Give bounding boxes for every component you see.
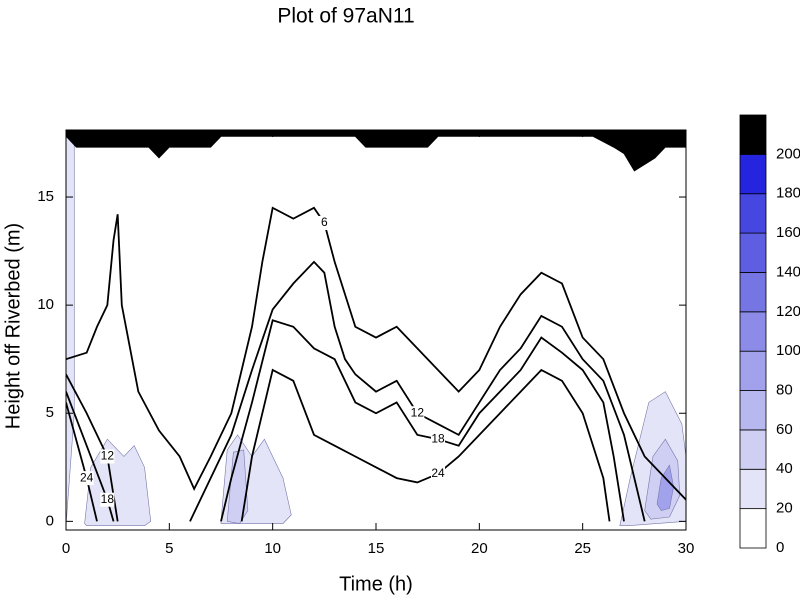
y-tick-label: 0 [46,512,54,529]
x-tick-label: 25 [574,540,591,557]
contour-label-bg [431,466,445,481]
x-tick-label: 10 [264,540,281,557]
contour-line [66,319,625,522]
colorbar-tick-label: 180 [776,185,800,202]
colorbar-tick-label: 200 [776,145,800,162]
contour-label: 24 [80,470,94,484]
colorbar-tick-label: 40 [776,460,793,477]
y-tick-label: 10 [37,296,54,313]
colorbar-tick-label: 80 [776,382,793,399]
colorbar-box [739,272,767,313]
colorbar-box [739,193,767,234]
y-tick-label: 15 [37,188,54,205]
contour-label: 18 [101,492,115,506]
colorbar-tick-label: 120 [776,303,800,320]
colorbar-tick-label: 140 [776,263,800,280]
colorbar-box [739,232,767,273]
y-tick-label: 5 [46,404,54,421]
x-tick-label: 20 [471,540,488,557]
contour-label-bg [410,406,425,421]
x-tick-label: 5 [165,540,173,557]
colorbar-box [739,390,767,431]
colorbar-tick-label: 0 [776,539,784,556]
colorbar-box [739,153,767,195]
filled-region [66,131,75,526]
contour-label-bg [100,492,115,507]
filled-region [66,130,686,172]
contour-label-bg [317,215,332,230]
contour-label: 12 [101,449,115,463]
plot-frame [65,129,687,531]
colorbar-tick-label: 100 [776,342,800,359]
contour-line [66,260,646,522]
y-axis-label: Height off Riverbed (m) [2,223,24,429]
filled-region [226,449,249,524]
contour-label: 6 [321,215,328,229]
contour-label-bg [79,471,94,486]
colorbar-box [739,508,767,549]
contour-label-bg [431,432,445,447]
contour-label: 24 [431,466,445,480]
x-tick-label: 30 [678,540,695,557]
colorbar-box [739,429,767,470]
contour-label: 18 [431,431,445,445]
chart-title: Plot of 97aN11 [277,5,414,28]
contour-line [66,206,686,501]
colorbar-box [739,468,767,510]
colorbar-tick-label: 160 [776,224,800,241]
colorbar-box [739,114,767,155]
colorbar-tick-label: 20 [776,500,793,517]
colorbar-tick-label: 60 [776,421,793,438]
x-tick-label: 15 [368,540,385,557]
contour-label: 12 [411,405,425,419]
x-axis-label: Time (h) [339,573,413,595]
plot-area: 6 12 12 18 18 24 24 [66,130,686,526]
colorbar-box [739,350,767,391]
colorbar-box [739,311,767,352]
contour-label-bg [100,449,115,464]
x-tick-label: 0 [62,540,70,557]
